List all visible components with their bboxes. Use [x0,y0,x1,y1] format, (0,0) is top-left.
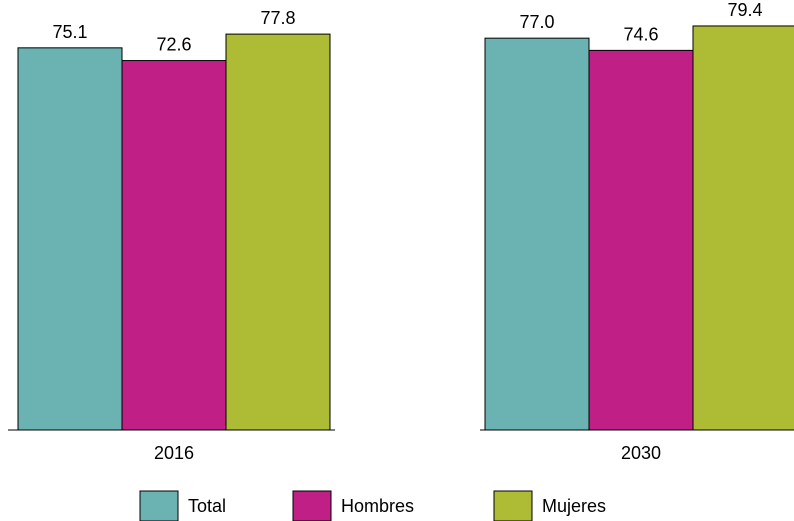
data-label: 72.6 [156,35,191,55]
category-label: 2030 [621,443,661,463]
bar-hombres-2030 [588,49,694,431]
legend-label-total: Total [188,496,226,516]
legend: Total Hombres Mujeres [139,490,606,521]
bar-mujeres-2016 [225,33,331,431]
data-label: 77.8 [260,8,295,28]
data-label: 74.6 [623,24,658,44]
data-label: 79.4 [727,0,762,20]
data-label: 75.1 [52,22,87,42]
plot-area: 75.1 72.6 77.8 2016 77.0 74.6 79.4 2030 [8,0,794,463]
bar-total-2016 [17,47,123,431]
bar-hombres-2016 [121,60,227,431]
data-label: 77.0 [519,12,554,32]
legend-swatch-hombres [292,490,332,521]
bar-mujeres-2030 [692,25,794,431]
bar-total-2030 [484,37,590,431]
category-label: 2016 [154,443,194,463]
legend-swatch-mujeres [493,490,533,521]
legend-swatch-total [139,490,179,521]
legend-label-hombres: Hombres [341,496,414,516]
legend-label-mujeres: Mujeres [542,496,606,516]
